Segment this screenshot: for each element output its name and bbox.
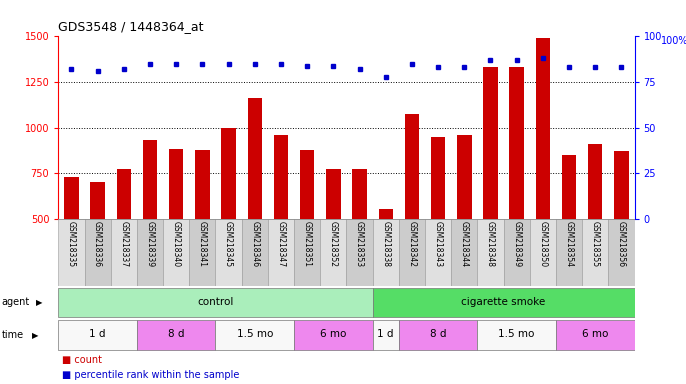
Bar bbox=[300, 149, 314, 219]
Text: 6 mo: 6 mo bbox=[320, 329, 346, 339]
Bar bbox=[64, 177, 79, 219]
Bar bbox=[588, 144, 602, 219]
Text: GSM218349: GSM218349 bbox=[512, 221, 521, 267]
Bar bbox=[241, 219, 268, 286]
Text: GSM218352: GSM218352 bbox=[329, 221, 338, 267]
Text: ▶: ▶ bbox=[36, 298, 42, 307]
Bar bbox=[477, 219, 504, 286]
Bar bbox=[457, 135, 471, 219]
Text: 8 d: 8 d bbox=[430, 329, 447, 339]
Text: 1 d: 1 d bbox=[89, 329, 106, 339]
Bar bbox=[195, 149, 210, 219]
Text: ▶: ▶ bbox=[32, 331, 38, 339]
Text: GSM218342: GSM218342 bbox=[407, 221, 416, 267]
Text: 1.5 mo: 1.5 mo bbox=[237, 329, 273, 339]
Bar bbox=[399, 219, 425, 286]
Bar bbox=[431, 137, 445, 219]
Text: GSM218337: GSM218337 bbox=[119, 221, 128, 267]
Bar bbox=[137, 320, 215, 350]
Bar bbox=[614, 151, 628, 219]
Text: GSM218355: GSM218355 bbox=[591, 221, 600, 267]
Text: GSM218341: GSM218341 bbox=[198, 221, 207, 267]
Bar bbox=[110, 219, 137, 286]
Text: cigarette smoke: cigarette smoke bbox=[462, 297, 545, 307]
Bar bbox=[294, 219, 320, 286]
Bar bbox=[58, 219, 84, 286]
Text: 1 d: 1 d bbox=[377, 329, 394, 339]
Bar bbox=[248, 98, 262, 219]
Bar bbox=[346, 219, 372, 286]
Text: 8 d: 8 d bbox=[168, 329, 185, 339]
Text: GSM218340: GSM218340 bbox=[172, 221, 180, 267]
Bar bbox=[372, 219, 399, 286]
Bar bbox=[556, 320, 635, 350]
Bar bbox=[399, 320, 477, 350]
Bar bbox=[582, 219, 608, 286]
Text: 100%: 100% bbox=[661, 36, 686, 46]
Bar bbox=[379, 209, 393, 219]
Bar bbox=[58, 288, 372, 317]
Bar bbox=[353, 169, 367, 219]
Text: GSM218351: GSM218351 bbox=[303, 221, 311, 267]
Bar bbox=[215, 219, 241, 286]
Bar bbox=[222, 127, 236, 219]
Bar bbox=[169, 149, 183, 219]
Bar bbox=[215, 320, 294, 350]
Bar bbox=[425, 219, 451, 286]
Bar bbox=[608, 219, 635, 286]
Bar bbox=[189, 219, 215, 286]
Bar bbox=[326, 169, 340, 219]
Bar bbox=[320, 219, 346, 286]
Text: GSM218345: GSM218345 bbox=[224, 221, 233, 267]
Text: GSM218354: GSM218354 bbox=[565, 221, 573, 267]
Bar bbox=[510, 68, 524, 219]
Bar bbox=[477, 320, 556, 350]
Text: control: control bbox=[198, 297, 234, 307]
Text: GSM218335: GSM218335 bbox=[67, 221, 76, 267]
Text: GSM218353: GSM218353 bbox=[355, 221, 364, 267]
Bar bbox=[405, 114, 419, 219]
Bar bbox=[556, 219, 582, 286]
Bar bbox=[294, 320, 372, 350]
Bar bbox=[536, 38, 550, 219]
Bar bbox=[451, 219, 477, 286]
Bar bbox=[58, 320, 137, 350]
Text: 1.5 mo: 1.5 mo bbox=[499, 329, 535, 339]
Text: GSM218338: GSM218338 bbox=[381, 221, 390, 267]
Bar bbox=[137, 219, 163, 286]
Bar bbox=[117, 169, 131, 219]
Bar bbox=[84, 219, 110, 286]
Text: GSM218350: GSM218350 bbox=[539, 221, 547, 267]
Text: GSM218348: GSM218348 bbox=[486, 221, 495, 267]
Text: 6 mo: 6 mo bbox=[582, 329, 608, 339]
Text: GDS3548 / 1448364_at: GDS3548 / 1448364_at bbox=[58, 20, 204, 33]
Text: GSM218346: GSM218346 bbox=[250, 221, 259, 267]
Bar bbox=[268, 219, 294, 286]
Text: time: time bbox=[1, 330, 23, 340]
Text: ■ percentile rank within the sample: ■ percentile rank within the sample bbox=[62, 370, 239, 380]
Bar bbox=[530, 219, 556, 286]
Bar bbox=[483, 68, 497, 219]
Bar bbox=[372, 320, 399, 350]
Bar bbox=[163, 219, 189, 286]
Bar bbox=[91, 182, 105, 219]
Bar bbox=[372, 288, 635, 317]
Bar bbox=[143, 139, 157, 219]
Text: GSM218339: GSM218339 bbox=[145, 221, 154, 267]
Text: GSM218347: GSM218347 bbox=[276, 221, 285, 267]
Text: GSM218356: GSM218356 bbox=[617, 221, 626, 267]
Text: agent: agent bbox=[1, 297, 29, 308]
Text: ■ count: ■ count bbox=[62, 354, 102, 364]
Bar bbox=[504, 219, 530, 286]
Text: GSM218343: GSM218343 bbox=[434, 221, 442, 267]
Text: GSM218336: GSM218336 bbox=[93, 221, 102, 267]
Bar bbox=[274, 135, 288, 219]
Text: GSM218344: GSM218344 bbox=[460, 221, 469, 267]
Bar bbox=[562, 155, 576, 219]
